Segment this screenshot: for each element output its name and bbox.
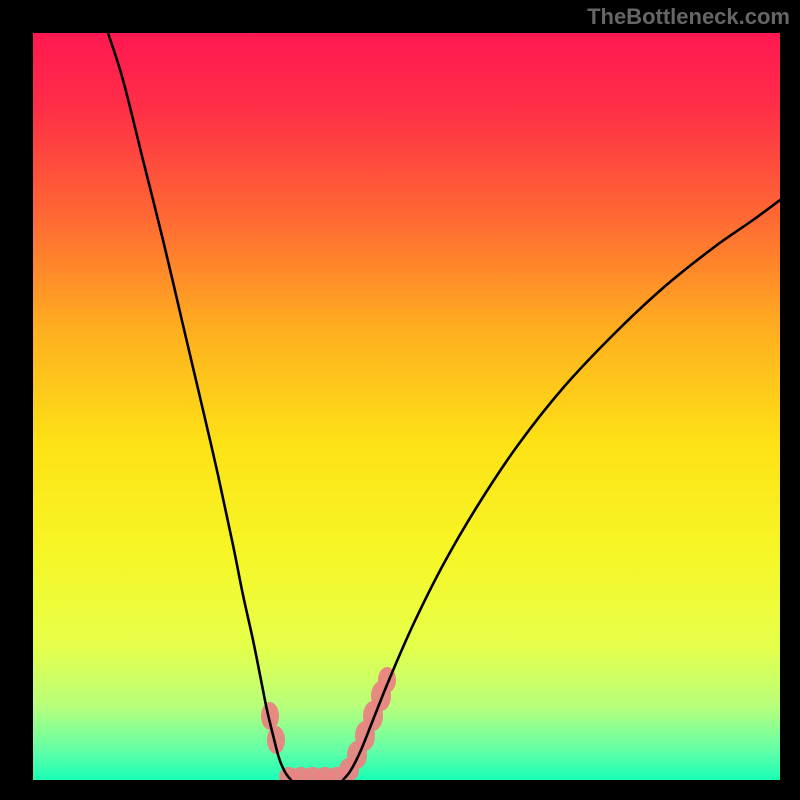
figure-root: TheBottleneck.com (0, 0, 800, 800)
chart-svg (0, 0, 800, 800)
plot-background-gradient (33, 33, 780, 780)
watermark-text: TheBottleneck.com (587, 4, 790, 30)
